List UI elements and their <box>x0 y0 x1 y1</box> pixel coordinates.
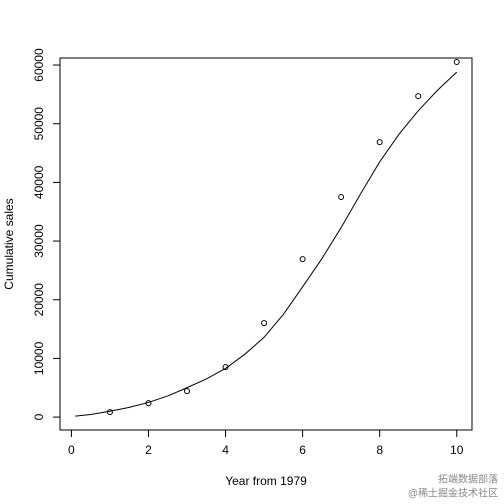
fitted-line <box>75 71 458 417</box>
y-tick-label: 40000 <box>32 165 46 199</box>
point <box>261 320 268 327</box>
point <box>299 256 306 263</box>
y-tick-label: 60000 <box>32 48 46 82</box>
x-tick-label: 2 <box>145 443 152 457</box>
x-tick-label: 6 <box>299 443 306 457</box>
y-tick-label: 0 <box>32 413 46 420</box>
y-tick-label: 10000 <box>32 341 46 375</box>
x-axis-label: Year from 1979 <box>225 474 307 488</box>
x-tick-label: 4 <box>222 443 229 457</box>
x-tick-label: 10 <box>450 443 464 457</box>
point <box>415 93 422 100</box>
y-tick-label: 30000 <box>32 224 46 258</box>
y-tick-label: 50000 <box>32 107 46 141</box>
y-axis-label: Cumulative sales <box>2 198 16 289</box>
point <box>376 139 383 146</box>
x-tick-label: 8 <box>376 443 383 457</box>
point <box>184 388 191 395</box>
point <box>453 59 460 66</box>
watermark: @稀土掘金技术社区 <box>408 487 498 500</box>
point <box>106 409 113 416</box>
y-tick-label: 20000 <box>32 283 46 317</box>
plot-box <box>59 57 473 431</box>
point <box>338 194 345 201</box>
watermark: 拓端数据部落 <box>438 473 498 486</box>
x-tick-label: 0 <box>68 443 75 457</box>
